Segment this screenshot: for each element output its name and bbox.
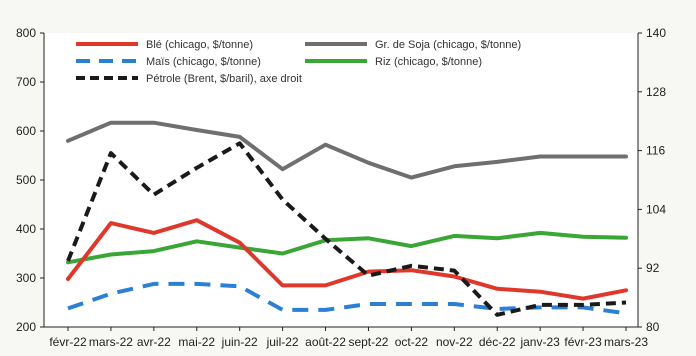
x-tick-label: févr-22 [49, 335, 87, 349]
series-line-3 [66, 230, 628, 265]
left-tick-label: 400 [16, 222, 36, 236]
legend-label-3: Riz (chicago, $/tonne) [375, 56, 482, 68]
series-layer [66, 120, 628, 317]
x-tick-label: févr-23 [564, 335, 602, 349]
x-tick-label: déc-22 [479, 335, 516, 349]
plot-area [44, 33, 638, 327]
left-tick-label: 600 [16, 124, 36, 138]
x-tick-label: juil-22 [266, 335, 299, 349]
legend: Blé (chicago, $/tonne) Gr. de Soja (chica… [76, 39, 521, 85]
x-tick-label: mars-23 [604, 335, 648, 349]
right-tick-label: 140 [646, 26, 666, 40]
legend-label-4: Pétrole (Brent, $/baril), axe droit [146, 73, 302, 85]
x-tick-label: mars-22 [89, 335, 133, 349]
right-tick-label: 80 [646, 320, 660, 334]
left-y-axis: 200 300 400 500 600 700 800 [16, 26, 44, 334]
x-tick-label: avr-22 [137, 335, 171, 349]
series-line-0 [66, 218, 628, 301]
left-tick-label: 200 [16, 320, 36, 334]
left-tick-label: 300 [16, 271, 36, 285]
x-tick-label: mai-22 [178, 335, 215, 349]
x-axis: févr-22 mars-22 avr-22 mai-22 juin-22 juil-22… [49, 327, 648, 349]
legend-label-2: Maïs (chicago, $/tonne) [146, 56, 261, 68]
left-tick-label: 500 [16, 173, 36, 187]
legend-label-0: Blé (chicago, $/tonne) [146, 39, 253, 51]
x-tick-label: sept-22 [348, 335, 388, 349]
x-tick-label: août-22 [305, 335, 346, 349]
left-tick-label: 800 [16, 26, 36, 40]
right-tick-label: 128 [646, 85, 666, 99]
series-line-4 [66, 141, 627, 317]
right-y-axis: 80 92 104 116 128 140 [638, 26, 666, 334]
left-tick-label: 700 [16, 75, 36, 89]
right-tick-label: 104 [646, 202, 666, 216]
x-tick-label: juin-22 [221, 335, 258, 349]
right-tick-label: 92 [646, 261, 660, 275]
x-tick-label: janv-23 [519, 335, 560, 349]
x-tick-label: nov-22 [436, 335, 473, 349]
x-tick-label: oct-22 [395, 335, 429, 349]
legend-label-1: Gr. de Soja (chicago, $/tonne) [375, 39, 521, 51]
series-line-1 [66, 120, 628, 180]
right-tick-label: 116 [646, 144, 665, 158]
